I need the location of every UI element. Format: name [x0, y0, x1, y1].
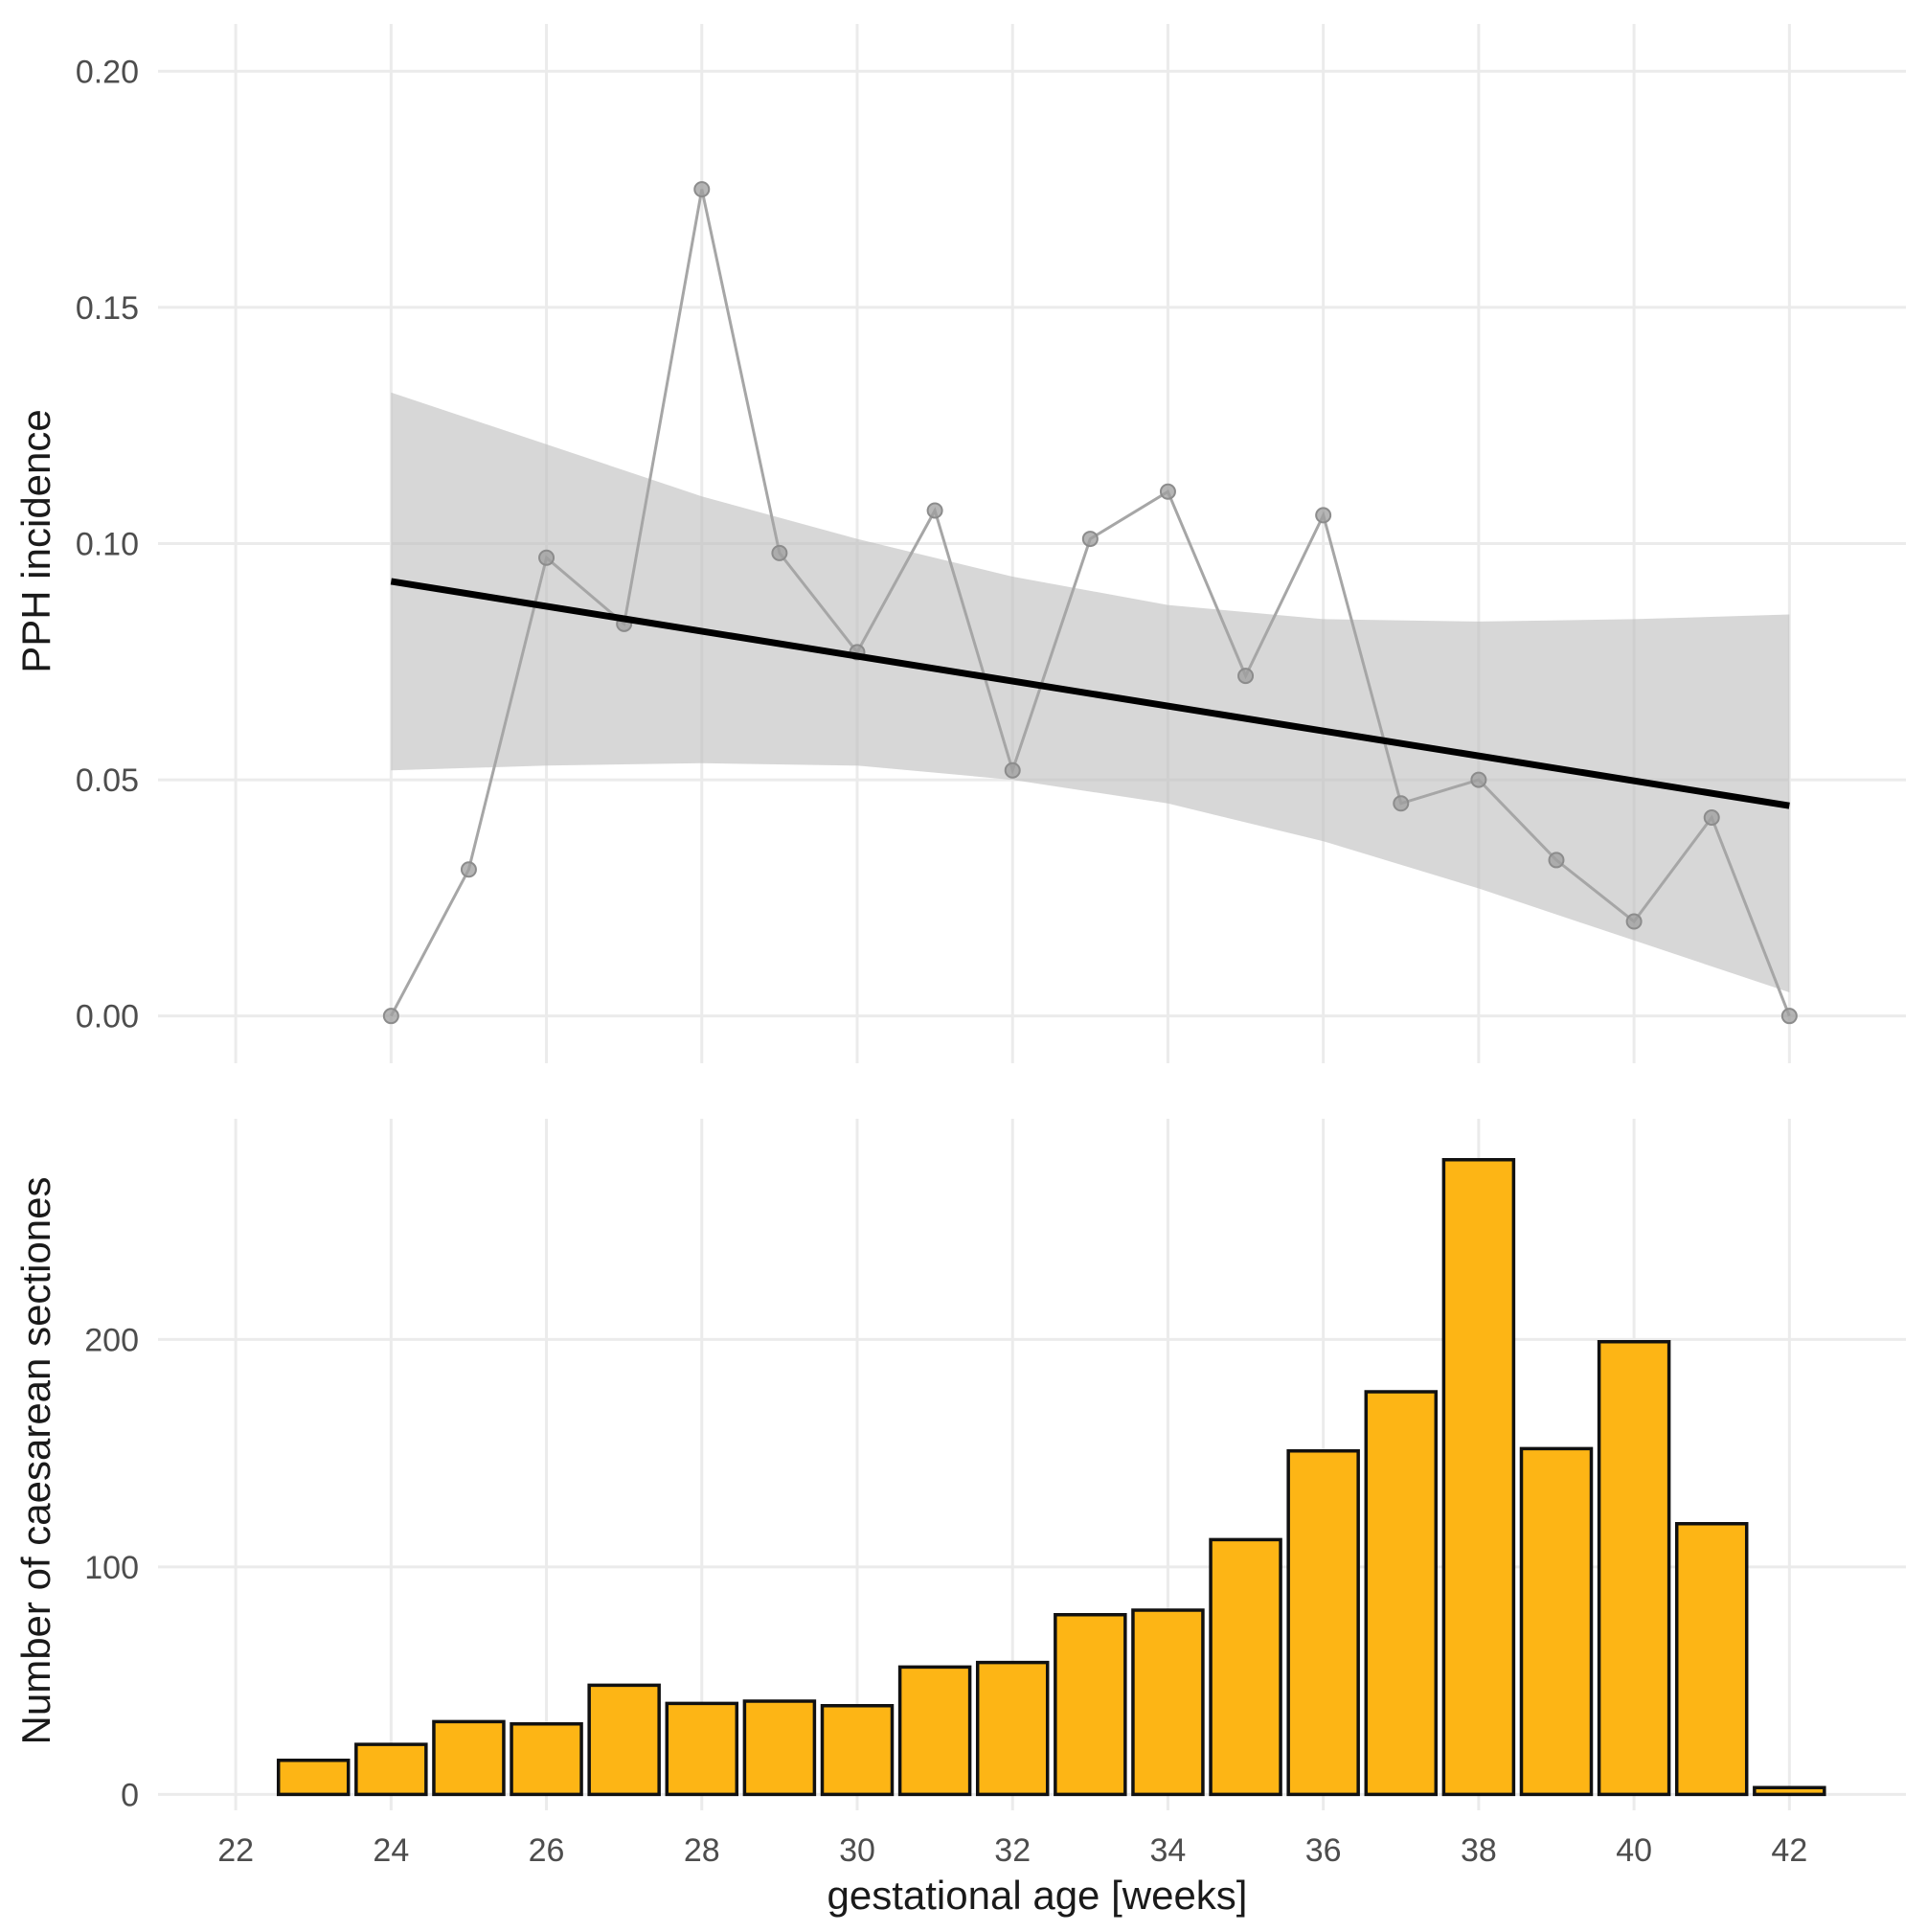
- x-axis-title: gestational age [weeks]: [827, 1873, 1248, 1918]
- observed-point-35: [1237, 668, 1255, 685]
- observed-point-39: [1548, 852, 1565, 869]
- x-tick-label: 26: [529, 1832, 565, 1869]
- bottom-x-tick-labels: 22 24 26 28 30 32 34 36 38 40 42: [217, 1832, 1807, 1869]
- top-y-tick-label: 0.05: [76, 762, 139, 799]
- bar-week-40: [1597, 1340, 1671, 1797]
- x-tick-label: 28: [684, 1832, 720, 1869]
- top-y-tick-label: 0.10: [76, 527, 139, 563]
- bar-week-29: [742, 1699, 817, 1797]
- observed-point-34: [1159, 483, 1176, 500]
- top-y-tick-labels: 0.00 0.05 0.10 0.15 0.20: [76, 54, 139, 1034]
- bar-week-31: [897, 1665, 972, 1797]
- bar-week-33: [1054, 1613, 1127, 1797]
- observed-point-42: [1780, 1008, 1798, 1025]
- top-y-axis-title: PPH incidence: [13, 409, 58, 672]
- observed-point-31: [926, 502, 943, 519]
- top-fit-line: [390, 578, 1790, 809]
- bar-week-23: [276, 1759, 351, 1797]
- observed-point-40: [1625, 913, 1643, 930]
- bar-week-38: [1441, 1158, 1516, 1797]
- top-y-tick-label: 0.15: [76, 290, 139, 327]
- observed-point-32: [1004, 761, 1021, 779]
- bottom-y-tick-label: 100: [84, 1550, 139, 1586]
- x-tick-label: 42: [1771, 1832, 1807, 1869]
- observed-point-25: [460, 861, 477, 878]
- x-tick-label: 32: [994, 1832, 1031, 1869]
- observed-point-41: [1703, 809, 1720, 827]
- x-tick-label: 34: [1150, 1832, 1187, 1869]
- observed-point-38: [1470, 771, 1487, 788]
- observed-point-28: [693, 181, 711, 198]
- bottom-y-tick-label: 0: [121, 1777, 139, 1813]
- x-tick-label: 22: [217, 1832, 254, 1869]
- observed-point-29: [771, 544, 788, 561]
- bar-week-28: [665, 1701, 739, 1797]
- observed-point-36: [1315, 507, 1332, 524]
- bar-week-41: [1674, 1522, 1749, 1797]
- observed-point-33: [1081, 531, 1099, 548]
- x-tick-label: 24: [373, 1832, 409, 1869]
- bar-week-27: [587, 1683, 661, 1797]
- bottom-y-tick-label: 200: [84, 1322, 139, 1358]
- bar-week-34: [1131, 1608, 1205, 1797]
- regression-line: [390, 578, 1790, 809]
- bar-week-36: [1286, 1449, 1360, 1797]
- bar-week-24: [354, 1742, 428, 1797]
- top-y-tick-label: 0.20: [76, 54, 139, 90]
- x-tick-label: 36: [1305, 1832, 1342, 1869]
- x-tick-label: 38: [1461, 1832, 1497, 1869]
- bottom-y-tick-labels: 0 100 200: [84, 1322, 139, 1813]
- observed-point-37: [1393, 795, 1410, 812]
- caesarean-count-panel: 0 100 200 22 24 26 28 30 32 34 36 38 40 42 Number of…: [13, 1119, 1906, 1918]
- observed-point-24: [382, 1008, 399, 1025]
- bar-week-26: [510, 1722, 583, 1797]
- bar-week-35: [1209, 1537, 1282, 1797]
- bar-week-37: [1364, 1390, 1439, 1797]
- pph-incidence-panel: 0.00 0.05 0.10 0.15 0.20 PPH incidence: [13, 24, 1906, 1063]
- bar-week-32: [975, 1660, 1050, 1797]
- observed-point-26: [538, 549, 555, 566]
- bottom-bars: [276, 1158, 1826, 1797]
- top-y-tick-label: 0.00: [76, 999, 139, 1035]
- x-tick-label: 40: [1616, 1832, 1652, 1869]
- bottom-y-axis-title: Number of caesarean sectiones: [13, 1177, 58, 1745]
- bar-week-30: [820, 1704, 895, 1797]
- bar-week-42: [1753, 1785, 1826, 1797]
- bar-week-39: [1519, 1446, 1594, 1797]
- bar-week-25: [432, 1719, 506, 1797]
- x-tick-label: 30: [839, 1832, 875, 1869]
